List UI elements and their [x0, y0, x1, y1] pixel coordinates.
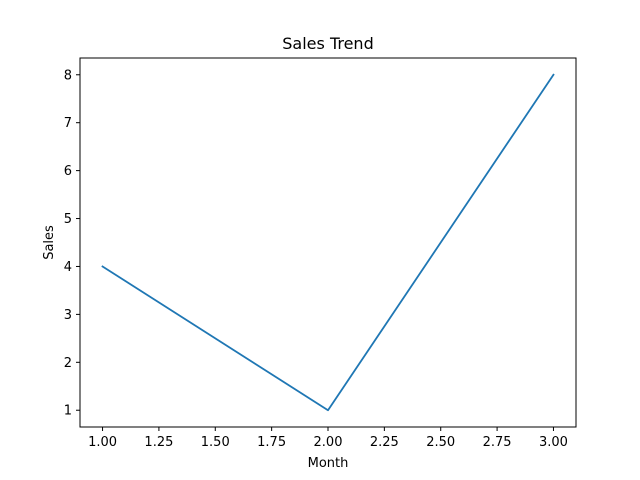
x-axis-ticks: 1.00 1.25 1.50 1.75 2.00 2.25 2.50 2.75 3.00 — [88, 427, 568, 450]
y-tick-label: 8 — [64, 68, 72, 83]
x-tick-label: 1.25 — [144, 435, 173, 450]
y-tick-label: 1 — [64, 404, 72, 419]
x-tick-label: 3.00 — [539, 435, 568, 450]
y-axis-label: Sales — [42, 225, 57, 260]
plot-area — [80, 58, 576, 427]
chart-title: Sales Trend — [282, 34, 373, 53]
x-tick-label: 2.00 — [314, 435, 343, 450]
sales-series-line — [101, 73, 555, 412]
y-tick-label: 6 — [64, 164, 72, 179]
series-layer — [101, 73, 555, 412]
y-tick-label: 5 — [64, 212, 72, 227]
x-tick-label: 2.50 — [426, 435, 455, 450]
y-tick-label: 2 — [64, 356, 72, 371]
x-tick-label: 2.25 — [370, 435, 399, 450]
y-axis-ticks: 1 2 3 4 5 6 7 8 — [64, 68, 80, 419]
x-tick-label: 1.50 — [201, 435, 230, 450]
x-tick-label: 2.75 — [483, 435, 512, 450]
x-axis-label: Month — [308, 456, 349, 471]
y-tick-label: 3 — [64, 308, 72, 323]
y-tick-label: 7 — [64, 116, 72, 131]
x-tick-label: 1.75 — [257, 435, 286, 450]
x-tick-label: 1.00 — [88, 435, 117, 450]
y-tick-label: 4 — [64, 260, 72, 275]
